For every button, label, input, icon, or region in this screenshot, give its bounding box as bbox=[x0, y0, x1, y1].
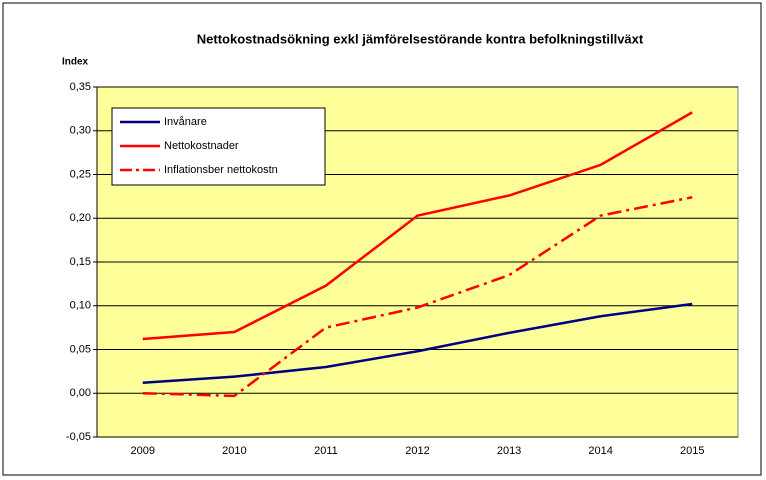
series-line bbox=[142, 302, 693, 384]
chart-title: Nettokostnadsökning exkl jämförelsestöra… bbox=[197, 31, 644, 46]
x-tick-label: 2011 bbox=[314, 445, 338, 457]
x-tick-label: 2012 bbox=[405, 445, 429, 457]
legend-label: Invånare bbox=[164, 116, 207, 128]
y-tick-label: 0,05 bbox=[70, 343, 91, 355]
y-tick-label: 0,10 bbox=[70, 300, 91, 312]
legend-label: Inflationsber nettokostn bbox=[164, 164, 278, 176]
series-line bbox=[142, 196, 693, 398]
y-tick-label: 0,30 bbox=[70, 125, 91, 137]
y-tick-label: 0,15 bbox=[70, 256, 91, 268]
y-axis-label: Index bbox=[62, 57, 89, 68]
legend-label: Nettokostnader bbox=[164, 140, 239, 152]
x-tick-label: 2010 bbox=[222, 445, 246, 457]
y-tick-label: 0,00 bbox=[70, 387, 91, 399]
y-tick-label: 0,35 bbox=[70, 81, 91, 93]
x-tick-label: 2015 bbox=[680, 445, 704, 457]
y-tick-label: 0,20 bbox=[70, 212, 91, 224]
x-tick-label: 2014 bbox=[588, 445, 612, 457]
y-tick-label: -0,05 bbox=[66, 431, 91, 443]
y-tick-label: 0,25 bbox=[70, 168, 91, 180]
x-tick-label: 2013 bbox=[497, 445, 521, 457]
series-line bbox=[142, 111, 693, 341]
x-tick-label: 2009 bbox=[131, 445, 155, 457]
